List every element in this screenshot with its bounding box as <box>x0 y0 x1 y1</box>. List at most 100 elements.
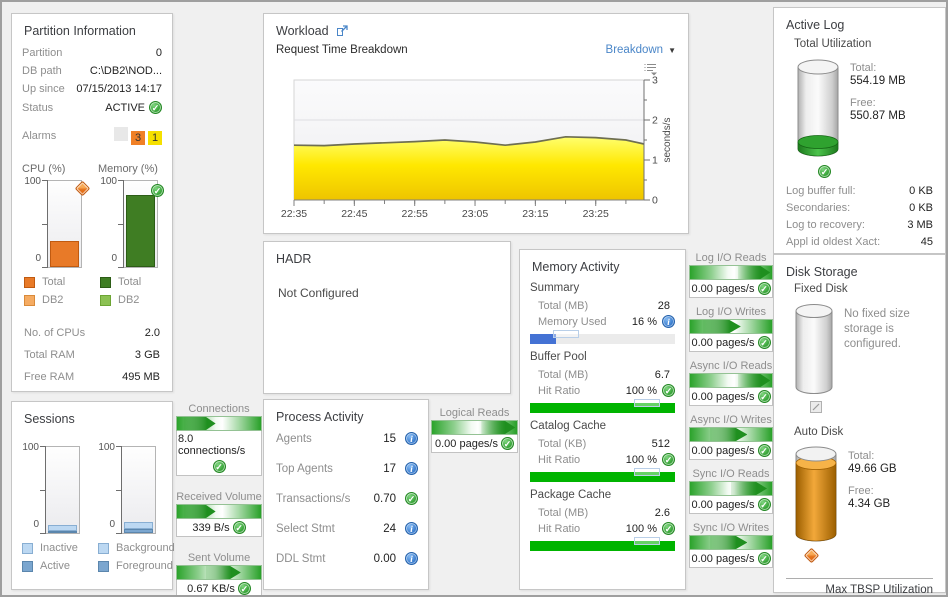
info-icon[interactable]: i <box>405 432 418 445</box>
alarm-count-badge[interactable] <box>114 127 128 141</box>
info-icon[interactable]: i <box>405 462 418 475</box>
row-value: 495 MB <box>122 371 160 383</box>
meter-label: Log I/O Writes <box>695 306 767 318</box>
gauge-max-label: 100 <box>100 176 117 187</box>
gauge-track <box>124 180 158 268</box>
threshold-marker <box>553 330 580 338</box>
row-label: Select Stmt <box>276 522 335 535</box>
meter-value-text: 0.00 pages/s <box>435 437 498 450</box>
legend-item: Background <box>98 542 175 554</box>
panel-title: Partition Information <box>24 24 136 38</box>
row-label: Memory Used <box>538 315 607 328</box>
gauge-max-label: 100 <box>22 442 39 453</box>
legend-label: Active <box>40 560 70 572</box>
info-row: No. of CPUs 2.0 <box>14 326 170 340</box>
memory-row: Total (MB) 6.7 <box>530 369 675 381</box>
row-value: 100 % <box>625 453 657 466</box>
meter-value: 0.00 pages/s ✓ <box>689 388 773 406</box>
row-label: Log to recovery: <box>786 219 865 231</box>
total-value: 554.19 MB <box>850 75 906 87</box>
row-value-text: ACTIVE <box>105 101 145 114</box>
row-label: No. of CPUs <box>24 327 86 339</box>
background-swatch <box>98 542 109 554</box>
memory-section: Buffer Pool Total (MB) 6.7 Hit Ratio 100 % ✓ <box>520 351 685 413</box>
info-icon[interactable]: i <box>405 552 418 565</box>
memory-activity-sections: Summary Total (MB) 28 Memory Used 16 % i Buffe… <box>520 282 685 551</box>
status-ok-icon: ✓ <box>757 498 771 511</box>
info-row: Total RAM 3 GB <box>14 348 170 362</box>
gauge-axis <box>116 446 122 534</box>
row-label: Hit Ratio <box>538 522 581 535</box>
partition-info-rows: Partition 0 DB path C:\DB2\NOD... Up since 07… <box>12 42 172 115</box>
gauge-min-label: 0 <box>33 519 39 530</box>
status-ok-icon: ✓ <box>757 444 771 457</box>
cpu-gauge-block: CPU (%) 100 0 Total DB2 <box>22 163 91 312</box>
total-label: Total: <box>850 62 877 74</box>
memory-row: Hit Ratio 100 % ✓ <box>530 522 675 535</box>
info-row: Log to recovery: 3 MB <box>786 218 933 232</box>
section-heading: Catalog Cache <box>530 420 607 432</box>
process-row: Agents 15 i <box>264 432 428 445</box>
flow-meter: Logical Reads 0.00 pages/s ✓ <box>431 407 518 453</box>
row-value: 3 GB <box>135 349 160 361</box>
meter-arrow-icon <box>205 566 241 579</box>
meter-label: Sync I/O Reads <box>692 468 770 480</box>
gauge-axis <box>42 180 48 268</box>
meter-label: Sync I/O Writes <box>692 522 770 534</box>
row-value: 0.00 <box>373 552 396 565</box>
inactive-swatch <box>22 542 33 554</box>
total-label: Total: <box>848 450 875 462</box>
active-fill <box>48 531 77 533</box>
alarms-label: Alarms <box>22 130 57 142</box>
svg-text:23:25: 23:25 <box>583 208 609 220</box>
info-row: Status ACTIVE ✓ <box>12 100 172 115</box>
meter-value-text: 0.67 KB/s <box>187 582 235 595</box>
row-label: Total RAM <box>24 349 75 361</box>
row-label: DB path <box>22 65 62 77</box>
meter-track <box>689 427 773 442</box>
sessions-gauge-1-block: 100 0 Inactive Active <box>20 442 86 578</box>
meter-arrow-icon <box>183 417 216 430</box>
memory-row: Hit Ratio 100 % ✓ <box>530 384 675 397</box>
meter-value-text: 0.00 pages/s <box>691 498 755 511</box>
max-tbsp-heading: Max TBSP Utilization <box>825 584 933 596</box>
svg-text:1: 1 <box>652 155 658 167</box>
row-value: 15 <box>383 432 396 445</box>
breakdown-dropdown[interactable]: Breakdown ▼ <box>606 44 676 56</box>
process-activity-rows: Agents 15 i Top Agents 17 i Transactions/s 0.70… <box>264 428 428 565</box>
alarm-count-badge[interactable]: 1 <box>148 131 162 145</box>
row-value-text: 0 <box>155 47 162 59</box>
chart-legend-menu-icon[interactable] <box>643 63 658 81</box>
status-ok-icon: ✓ <box>501 437 514 450</box>
db2-swatch <box>24 294 35 306</box>
memory-gauge-block: Memory (%) 100 0 ✓ Total DB2 <box>98 163 164 312</box>
alarm-count-badge[interactable]: 3 <box>131 131 145 145</box>
svg-text:2: 2 <box>652 115 658 127</box>
flow-meter: Log I/O Writes 0.00 pages/s ✓ <box>689 306 773 352</box>
memory-gauge-title: Memory (%) <box>98 163 158 175</box>
panel-title: Process Activity <box>276 410 364 424</box>
svg-text:23:15: 23:15 <box>522 208 548 220</box>
info-icon[interactable]: i <box>662 315 675 328</box>
status-ok-icon: ✓ <box>662 522 675 535</box>
db2-swatch <box>100 294 111 306</box>
meter-label: Log I/O Reads <box>695 252 767 264</box>
active-swatch <box>22 560 33 572</box>
info-row: Up since 07/15/2013 14:17 <box>12 82 172 96</box>
row-label: Transactions/s <box>276 492 351 505</box>
progress-bar <box>530 468 675 482</box>
panel-title: Memory Activity <box>532 260 620 274</box>
status-ok-icon: ✓ <box>151 184 164 197</box>
meter-value: 0.00 pages/s ✓ <box>431 435 518 453</box>
meter-arrow-icon <box>183 505 216 518</box>
meter-value: 339 B/s ✓ <box>176 519 262 537</box>
request-time-chart[interactable]: 22:35 22:45 22:55 23:05 23:15 23:25 0 1 2 3 second… <box>272 72 682 229</box>
fixed-disk-cylinder <box>795 304 833 394</box>
info-icon[interactable]: i <box>405 522 418 535</box>
external-link-icon[interactable] <box>336 25 348 37</box>
row-value: 07/15/2013 14:17 <box>76 83 162 95</box>
row-label: Total (KB) <box>538 438 587 450</box>
memory-row: Memory Used 16 % i <box>530 315 675 328</box>
section-heading: Package Cache <box>530 489 612 501</box>
network-meters-column: Connections 8.0 connections/s ✓ Received Vo… <box>176 403 262 595</box>
